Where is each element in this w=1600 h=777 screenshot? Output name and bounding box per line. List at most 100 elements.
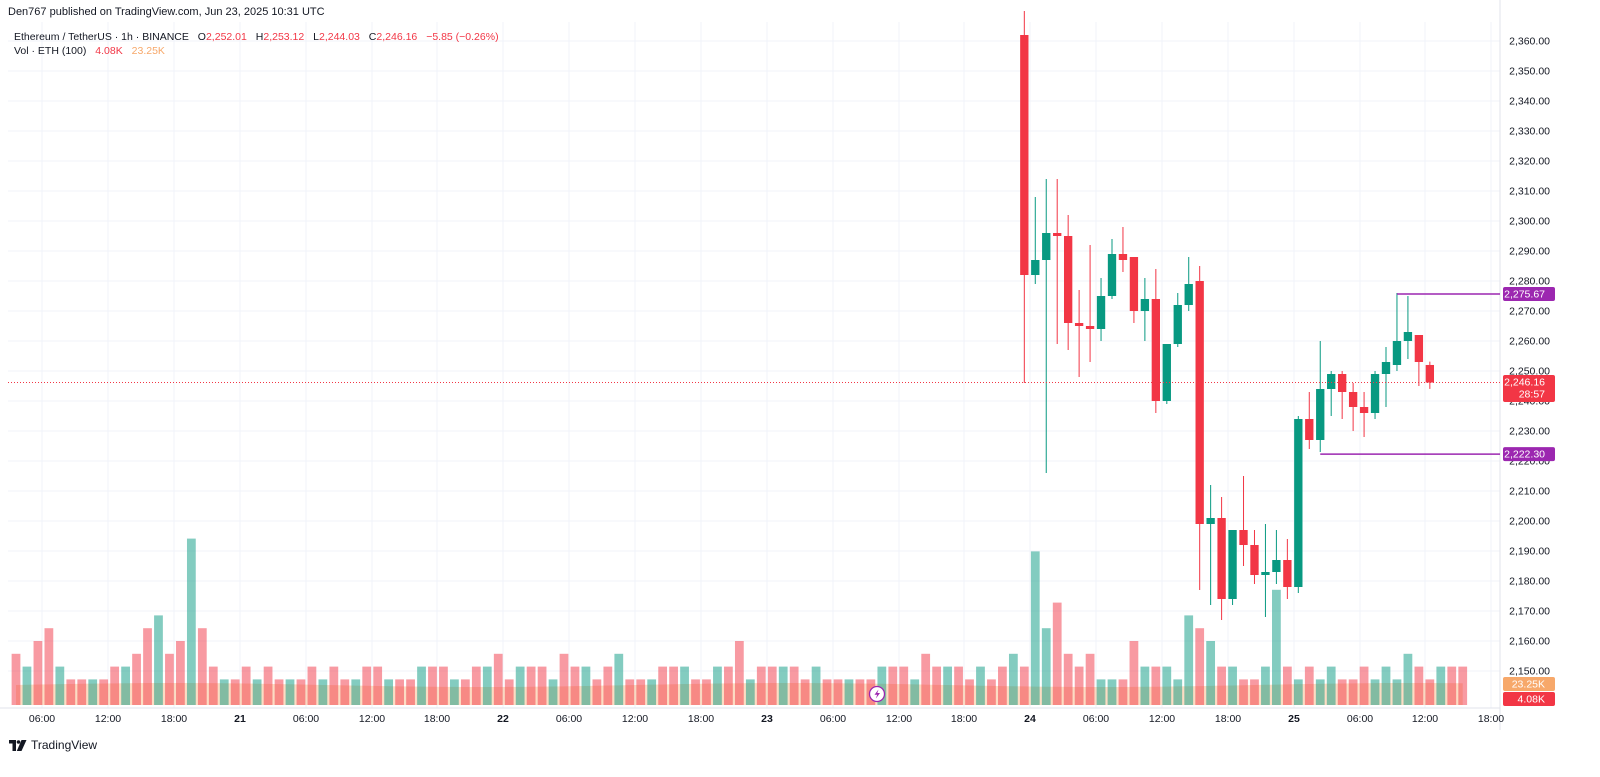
price-tick-label: 2,160.00 (1509, 636, 1550, 648)
volume-bar (1228, 666, 1237, 705)
candles (1020, 11, 1435, 620)
open-value: 2,252.01 (205, 31, 247, 43)
close-value: 2,246.16 (376, 31, 418, 43)
volume-name[interactable]: Vol · ETH (100) (14, 45, 87, 57)
time-tick-label: 22 (497, 713, 509, 725)
volume-bar (384, 679, 394, 705)
candle-body (1042, 233, 1051, 260)
volume-ma-badge-text: 23.25K (1512, 679, 1545, 691)
volume-bar (1381, 666, 1391, 705)
volume-bar (778, 666, 788, 705)
time-tick-label: 06:00 (1347, 713, 1373, 725)
volume-bar (998, 666, 1007, 705)
candle-body (1392, 341, 1402, 365)
volume-bar (1184, 615, 1194, 705)
price-tick-label: 2,270.00 (1509, 306, 1550, 318)
volume-bar (1261, 666, 1270, 705)
publisher-line: Den767 published on TradingView.com, Jun… (8, 6, 325, 18)
volume-bar (1129, 641, 1139, 705)
volume-bar (121, 666, 130, 705)
volume-bar (899, 666, 909, 705)
last-price-badge-text: 2,246.16 (1504, 377, 1545, 389)
time-tick-label: 18:00 (161, 713, 187, 725)
candle-body (1316, 389, 1325, 440)
price-tick-label: 2,320.00 (1509, 156, 1550, 168)
footer-brand: TradingView (31, 738, 98, 752)
candle-body (1173, 305, 1182, 344)
price-tick-label: 2,280.00 (1509, 276, 1550, 288)
candle-body (1074, 323, 1084, 326)
volume-bar (921, 653, 931, 705)
symbol-legend: Ethereum / TetherUS · 1h · BINANCE O2,25… (14, 31, 499, 43)
price-tick-label: 2,360.00 (1509, 36, 1550, 48)
volume-bar (987, 679, 996, 705)
volume-bar (1315, 679, 1325, 705)
volume-bar (439, 666, 448, 705)
volume-bar (241, 666, 251, 705)
volume-bar (493, 653, 503, 705)
time-tick-label: 12:00 (95, 713, 121, 725)
volume-bar (1162, 666, 1172, 705)
volume-bar (855, 679, 865, 705)
volume-bar (713, 666, 722, 705)
volume-bar (877, 666, 887, 705)
volume-bar (888, 666, 898, 705)
volume-bar (329, 666, 339, 705)
price-axis: 2,150.00 2,160.00 2,170.00 2,180.00 2,190.00… (1509, 36, 1550, 678)
volume-bars (11, 538, 1468, 705)
price-tick-label: 2,180.00 (1509, 576, 1550, 588)
volume-bar (724, 666, 733, 705)
volume-bar (1425, 679, 1435, 705)
candle-body (1370, 374, 1380, 413)
price-tick-label: 2,170.00 (1509, 606, 1550, 618)
volume-bar (1052, 602, 1062, 705)
volume-bar (1403, 653, 1413, 705)
volume-bar (471, 666, 481, 705)
candle-body (1425, 364, 1435, 383)
volume-bar (822, 679, 832, 705)
candle-body (1063, 236, 1073, 323)
volume-bar (132, 653, 141, 705)
volume-bar (789, 666, 799, 705)
time-tick-label: 18:00 (1478, 713, 1504, 725)
price-tick-label: 2,260.00 (1509, 336, 1550, 348)
bolt-icon[interactable] (868, 685, 886, 703)
volume-bar (844, 679, 854, 705)
volume-bar (1326, 666, 1336, 705)
time-tick-label: 06:00 (820, 713, 846, 725)
volume-bar (910, 679, 920, 705)
volume-bar (702, 679, 711, 705)
volume-legend: Vol · ETH (100) 4.08K 23.25K (14, 45, 165, 57)
volume-bar (77, 679, 87, 705)
volume-bar (110, 666, 120, 705)
tradingview-logo[interactable]: TradingView (9, 738, 97, 752)
volume-bar (734, 641, 744, 705)
time-tick-label: 18:00 (688, 713, 714, 725)
candle-body (1403, 332, 1413, 341)
volume-bar (504, 679, 514, 705)
volume-bar (756, 666, 766, 705)
volume-bar (428, 666, 437, 705)
change-value: −5.85 (−0.26%) (426, 31, 499, 43)
volume-bar (669, 666, 678, 705)
price-tick-label: 2,300.00 (1509, 216, 1550, 228)
volume-bar (691, 679, 700, 705)
candle-body (1337, 374, 1347, 392)
price-tick-label: 2,150.00 (1509, 666, 1550, 678)
volume-bar (581, 666, 591, 705)
chart-grid (0, 0, 1501, 730)
volume-bar (1414, 666, 1424, 705)
close-label: C (368, 31, 377, 43)
symbol-name[interactable]: Ethereum / TetherUS · 1h · BINANCE (14, 31, 189, 43)
volume-bar (526, 666, 536, 705)
volume-bar (219, 679, 229, 705)
volume-bar (1074, 666, 1084, 705)
volume-bar (976, 666, 985, 705)
volume-bar (274, 679, 284, 705)
time-tick-label: 12:00 (1149, 713, 1175, 725)
volume-bar (450, 679, 459, 705)
time-tick-label: 12:00 (622, 713, 648, 725)
time-tick-label: 23 (761, 713, 773, 725)
time-tick-label: 06:00 (29, 713, 55, 725)
